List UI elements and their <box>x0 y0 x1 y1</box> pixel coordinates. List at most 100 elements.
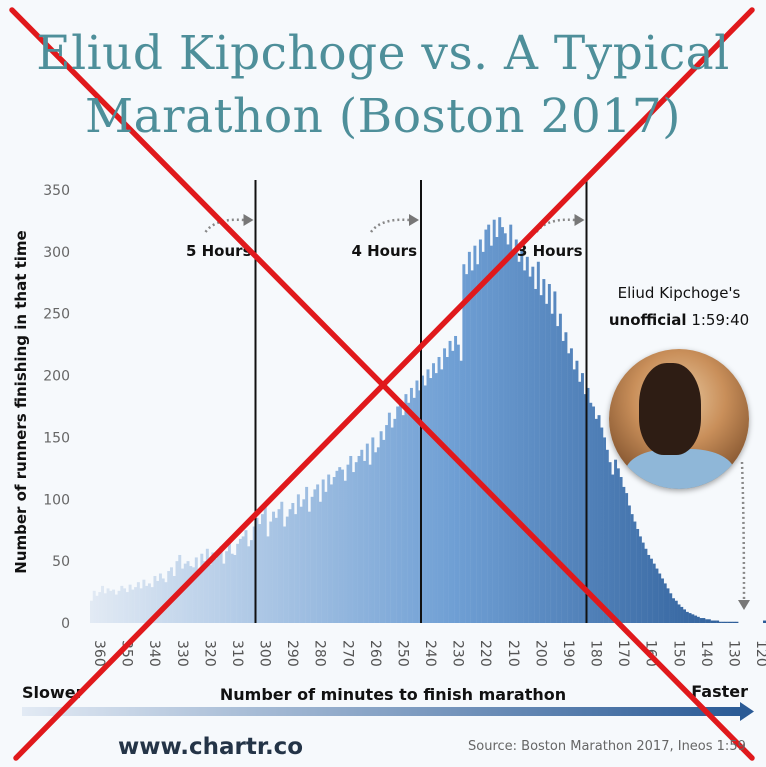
histogram-bar <box>705 619 709 623</box>
histogram-bar <box>203 561 207 623</box>
histogram-bar <box>672 598 675 623</box>
histogram-bar <box>677 604 681 623</box>
kipchoge-label-name: Eliud Kipchoge's <box>617 284 741 302</box>
histogram-bar <box>117 590 121 623</box>
histogram-bar <box>421 375 424 623</box>
histogram-bar <box>404 394 408 623</box>
histogram-bar <box>688 613 692 623</box>
histogram-bar <box>454 335 458 623</box>
histogram-bar <box>500 227 504 624</box>
x-tick-label: 150 <box>670 640 686 667</box>
histogram-bar <box>354 462 358 623</box>
histogram-bar <box>216 554 220 623</box>
histogram-bar <box>512 251 515 624</box>
histogram-bar <box>382 439 386 623</box>
histogram-bar <box>247 546 251 623</box>
x-tick-label: 190 <box>560 640 576 667</box>
histogram-bar <box>249 540 253 623</box>
x-tick-label: 340 <box>146 640 162 667</box>
histogram-bar <box>393 418 397 623</box>
histogram-bar <box>614 459 618 623</box>
histogram-bar <box>153 575 157 623</box>
histogram-bar <box>418 390 422 623</box>
cross-out-mark <box>9 7 755 761</box>
histogram-bar <box>683 609 686 623</box>
histogram-bar <box>561 340 565 623</box>
histogram-bar <box>169 567 173 623</box>
histogram-bar <box>327 474 331 623</box>
histogram-bar <box>407 402 411 623</box>
histogram-bar <box>156 580 160 623</box>
slower-label: Slower <box>22 683 84 702</box>
histogram-bar <box>729 621 733 623</box>
histogram-bar <box>649 558 653 623</box>
histogram-bar <box>578 381 582 623</box>
histogram-bar <box>456 344 460 623</box>
x-tick-label: 120 <box>753 640 766 667</box>
histogram-bar <box>186 561 190 623</box>
histogram-bar <box>197 571 201 623</box>
histogram-bar <box>343 480 347 623</box>
histogram-bar <box>680 606 684 623</box>
x-tick-label: 290 <box>284 640 300 667</box>
histogram-bar <box>448 340 452 623</box>
histogram-bar <box>702 618 706 623</box>
histogram-bar <box>473 245 477 624</box>
x-tick-label: 310 <box>229 640 245 667</box>
x-tick-label: 230 <box>450 640 466 667</box>
x-tick-label: 330 <box>174 640 190 667</box>
histogram-bar <box>305 486 309 623</box>
y-tick-label: 100 <box>43 492 70 508</box>
dotted-arrow-head-icon <box>243 214 254 226</box>
histogram-bar <box>266 536 270 623</box>
histogram-bar <box>550 313 554 623</box>
histogram-bar <box>302 499 306 623</box>
histogram-bar <box>285 516 289 623</box>
histogram-bar <box>92 590 96 623</box>
histogram-bar <box>398 400 402 623</box>
histogram-bar <box>189 566 193 623</box>
histogram-bar <box>205 548 209 623</box>
x-tick-label: 240 <box>422 640 438 667</box>
histogram-bar <box>161 578 165 623</box>
histogram-bar <box>633 521 637 623</box>
histogram-bar <box>225 551 229 623</box>
histogram-bar <box>462 264 466 623</box>
histogram-bar <box>547 284 551 623</box>
histogram-bar <box>208 564 212 623</box>
histogram-bar <box>451 350 455 623</box>
histogram-bar <box>363 460 367 623</box>
histogram-bar <box>95 595 99 623</box>
histogram-bar <box>669 593 673 623</box>
histogram-bar <box>214 558 218 623</box>
histogram-bar <box>763 620 766 623</box>
histogram-bar <box>236 543 240 623</box>
histogram-bar <box>567 353 571 623</box>
histogram-bar <box>721 621 725 623</box>
y-tick-label: 300 <box>43 245 70 261</box>
histogram-bar <box>619 477 623 623</box>
kipchoge-label-unofficial: unofficial <box>608 311 687 329</box>
histogram-bar <box>553 291 557 623</box>
histogram-bar <box>222 563 226 623</box>
y-tick-label: 350 <box>43 183 70 199</box>
chart-title-line1: Eliud Kipchoge vs. A Typical <box>36 26 730 81</box>
kipchoge-label-time: 1:59:40 <box>691 311 750 329</box>
histogram-bar <box>423 385 427 623</box>
y-tick-label: 0 <box>61 616 70 632</box>
histogram-bar <box>233 554 237 623</box>
x-tick-label: 250 <box>394 640 410 667</box>
histogram-bar <box>575 360 579 623</box>
histogram-bar <box>128 584 132 623</box>
histogram-bar <box>658 573 662 623</box>
histogram-bar <box>605 449 609 623</box>
histogram-bar <box>696 616 700 623</box>
histogram-bar <box>288 509 292 623</box>
histogram-bar <box>636 528 640 623</box>
photo-head <box>639 363 701 455</box>
hour-guide-label: 3 Hours <box>517 242 583 260</box>
y-tick-label: 50 <box>52 554 70 570</box>
histogram-bar <box>269 521 273 623</box>
histogram-bar <box>277 509 281 623</box>
